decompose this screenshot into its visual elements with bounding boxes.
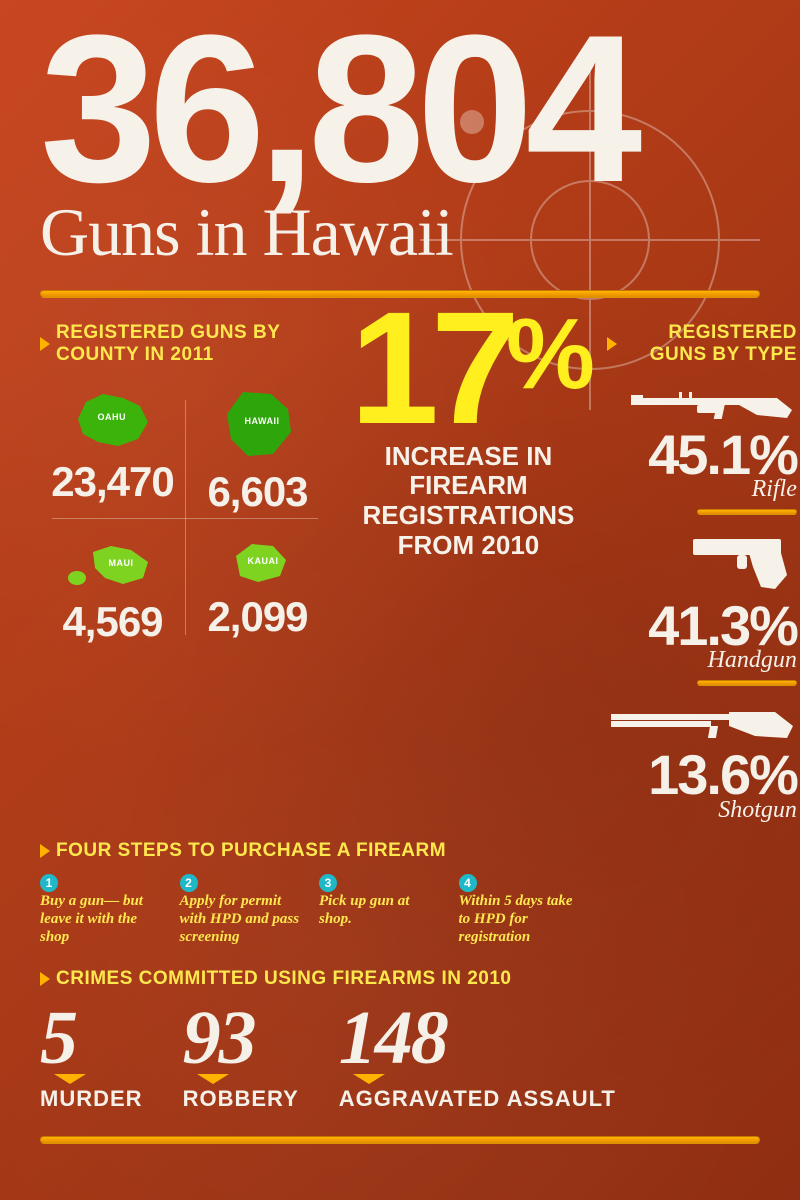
step-text: Buy a gun— but leave it with the shop xyxy=(40,893,143,945)
center-percent-label: INCREASE IN FIREARM REGISTRATIONS FROM 2… xyxy=(350,442,587,562)
county-value: 4,569 xyxy=(44,598,181,646)
gun-type-percent: 41.3% xyxy=(607,601,797,651)
county-value: 6,603 xyxy=(189,468,326,516)
crime-label: AGGRAVATED ASSAULT xyxy=(339,1086,616,1112)
gun-type-rifle: 45.1% Rifle xyxy=(607,380,797,515)
center-percent: 17 % xyxy=(350,304,587,432)
hero-subtitle: Guns in Hawaii xyxy=(40,193,760,272)
steps-section-title: FOUR STEPS TO PURCHASE A FIREARM xyxy=(40,840,760,862)
crime-label: ROBBERY xyxy=(183,1086,299,1112)
step-number-badge: 2 xyxy=(180,874,198,892)
crime-value: 148 xyxy=(339,1004,616,1072)
hero-number: 36,804 xyxy=(40,20,760,199)
rifle-icon xyxy=(627,380,797,426)
divider xyxy=(40,1136,760,1144)
county-section-title: REGISTERED GUNS BY COUNTY IN 2011 xyxy=(40,322,330,366)
county-label: OAHU xyxy=(98,412,127,422)
county-kauai: KAUAI 2,099 xyxy=(185,528,330,658)
gun-type-percent: 45.1% xyxy=(607,430,797,480)
step-number-badge: 3 xyxy=(319,874,337,892)
crime-value: 5 xyxy=(40,1004,143,1072)
step-2: 2 Apply for permit with HPD and pass scr… xyxy=(180,874,302,946)
crime-murder: 5 MURDER xyxy=(40,1004,143,1112)
crimes-section-title: CRIMES COMMITTED USING FIREARMS IN 2010 xyxy=(40,968,760,990)
step-1: 1 Buy a gun— but leave it with the shop xyxy=(40,874,162,946)
county-grid: OAHU 23,470 HAWAII 6,603 xyxy=(40,378,330,658)
step-3: 3 Pick up gun at shop. xyxy=(319,874,441,946)
shotgun-icon xyxy=(607,698,797,746)
percent-symbol: % xyxy=(506,314,587,394)
center-percent-number: 17 xyxy=(350,304,512,432)
divider xyxy=(697,680,797,686)
county-oahu: OAHU 23,470 xyxy=(40,378,185,528)
crime-assault: 148 AGGRAVATED ASSAULT xyxy=(339,1004,616,1112)
crime-label: MURDER xyxy=(40,1086,143,1112)
step-text: Pick up gun at shop. xyxy=(319,893,409,927)
divider xyxy=(697,509,797,515)
county-hawaii: HAWAII 6,603 xyxy=(185,378,330,528)
step-number-badge: 4 xyxy=(459,874,477,892)
county-value: 2,099 xyxy=(189,593,326,641)
gun-type-percent: 13.6% xyxy=(607,750,797,800)
county-label: KAUAI xyxy=(248,556,279,566)
gun-type-handgun: 41.3% Handgun xyxy=(607,527,797,686)
crimes-row: 5 MURDER 93 ROBBERY 148 AGGRAVATED ASSAU… xyxy=(40,1004,760,1112)
crime-robbery: 93 ROBBERY xyxy=(183,1004,299,1112)
steps-row: 1 Buy a gun— but leave it with the shop … xyxy=(40,874,580,946)
handgun-icon xyxy=(687,527,797,597)
gun-type-shotgun: 13.6% Shotgun xyxy=(607,698,797,823)
step-4: 4 Within 5 days take to HPD for registra… xyxy=(459,874,581,946)
county-maui: MAUI 4,569 xyxy=(40,528,185,658)
step-text: Apply for permit with HPD and pass scree… xyxy=(180,893,300,945)
step-text: Within 5 days take to HPD for registrati… xyxy=(459,893,573,945)
county-value: 23,470 xyxy=(44,458,181,506)
step-number-badge: 1 xyxy=(40,874,58,892)
type-section-title: REGISTERED GUNS BY TYPE xyxy=(607,322,797,366)
crime-value: 93 xyxy=(183,1004,299,1072)
county-label: MAUI xyxy=(109,558,134,568)
county-label: HAWAII xyxy=(245,416,280,426)
